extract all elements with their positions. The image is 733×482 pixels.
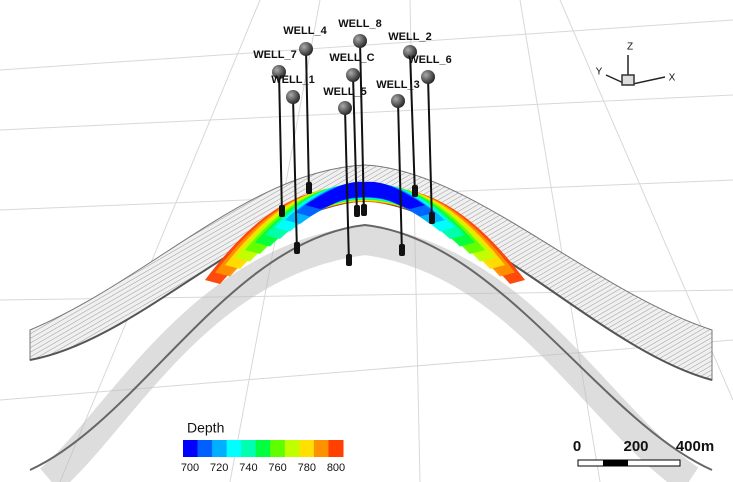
- legend-swatch: [284, 440, 300, 457]
- well-end: [361, 204, 367, 216]
- well-label: WELL_2: [388, 31, 431, 43]
- axis-z: Z: [627, 42, 633, 53]
- legend-swatch: [241, 440, 257, 457]
- well-head: [403, 45, 417, 59]
- well-label: WELL_4: [283, 25, 327, 37]
- wells: WELL_8 WELL_4 WELL_7 WELL_1 WELL_C WELL_5 WELL…: [253, 18, 452, 266]
- scale-label: 200: [623, 438, 648, 455]
- well-head: [421, 70, 435, 84]
- well-label: WELL_3: [376, 79, 419, 91]
- well-head: [346, 68, 360, 82]
- well-path: [292, 96, 298, 253]
- legend-swatch: [255, 440, 271, 457]
- legend-swatch: [270, 440, 286, 457]
- well-head: [272, 65, 286, 79]
- legend-tick: 740: [239, 462, 257, 474]
- well-end: [354, 205, 360, 217]
- well-path: [352, 74, 358, 216]
- legend: 700 720 740 760 780 800: [181, 440, 345, 474]
- legend-tick: 760: [268, 462, 286, 474]
- well-path: [278, 71, 283, 216]
- well-label: WELL_8: [338, 18, 381, 30]
- legend-swatch: [226, 440, 242, 457]
- well-end: [294, 242, 300, 254]
- well-label: WELL_1: [271, 74, 314, 86]
- legend-swatch: [313, 440, 329, 457]
- well-path: [427, 76, 433, 223]
- legend-swatch: [328, 440, 344, 457]
- legend-swatch: [197, 440, 213, 457]
- well-end: [429, 212, 435, 224]
- well-head: [338, 101, 352, 115]
- well-label: WELL_6: [408, 54, 451, 66]
- well-path: [344, 107, 350, 265]
- horizon: [29, 164, 713, 482]
- scale-label: 0: [573, 438, 581, 455]
- well-label: WELL_C: [329, 52, 374, 64]
- well-end: [346, 254, 352, 266]
- scale-label: 400m: [676, 438, 714, 455]
- well-head: [353, 34, 367, 48]
- well-head: [391, 94, 405, 108]
- legend-tick: 780: [298, 462, 316, 474]
- legend-title: Depth: [187, 420, 224, 436]
- legend-swatch: [299, 440, 315, 457]
- well-head: [299, 42, 313, 56]
- well-label: WELL_5: [323, 86, 366, 98]
- well-label: WELL_7: [253, 49, 296, 61]
- legend-tick: 700: [181, 462, 199, 474]
- axis-y: Y: [596, 67, 603, 78]
- well-end: [412, 185, 418, 197]
- legend-swatch: [183, 440, 199, 457]
- well-path: [409, 51, 416, 196]
- well-end: [306, 182, 312, 194]
- legend-swatch: [212, 440, 228, 457]
- well-path: [305, 48, 310, 193]
- well-path: [397, 100, 403, 255]
- legend-tick: 720: [210, 462, 228, 474]
- depth-band: [305, 181, 425, 209]
- axis-x: X: [669, 73, 676, 84]
- axes-triad: [605, 55, 666, 86]
- well-path: [359, 40, 365, 215]
- well-end: [399, 244, 405, 256]
- scale-bar: [577, 459, 681, 467]
- well-end: [279, 205, 285, 217]
- well-head: [286, 90, 300, 104]
- legend-tick: 800: [327, 462, 345, 474]
